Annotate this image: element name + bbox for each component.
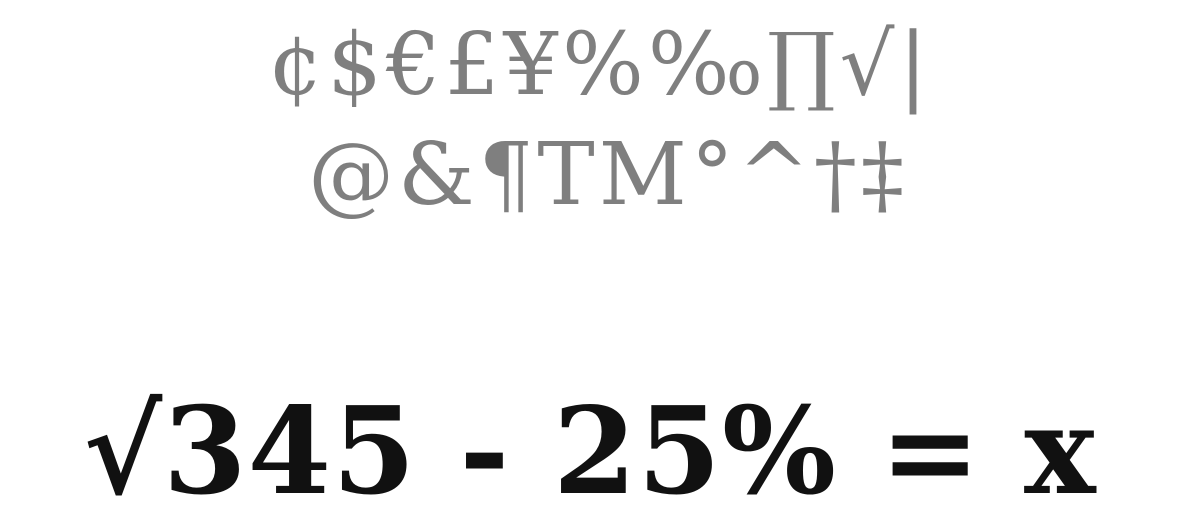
glyph-row-2: @&¶TM°^†‡ (308, 125, 908, 225)
glyph-row-1: ¢$€£¥%‰∏√| (268, 15, 932, 115)
equation-text: √345 - 25% = x (83, 381, 1097, 522)
